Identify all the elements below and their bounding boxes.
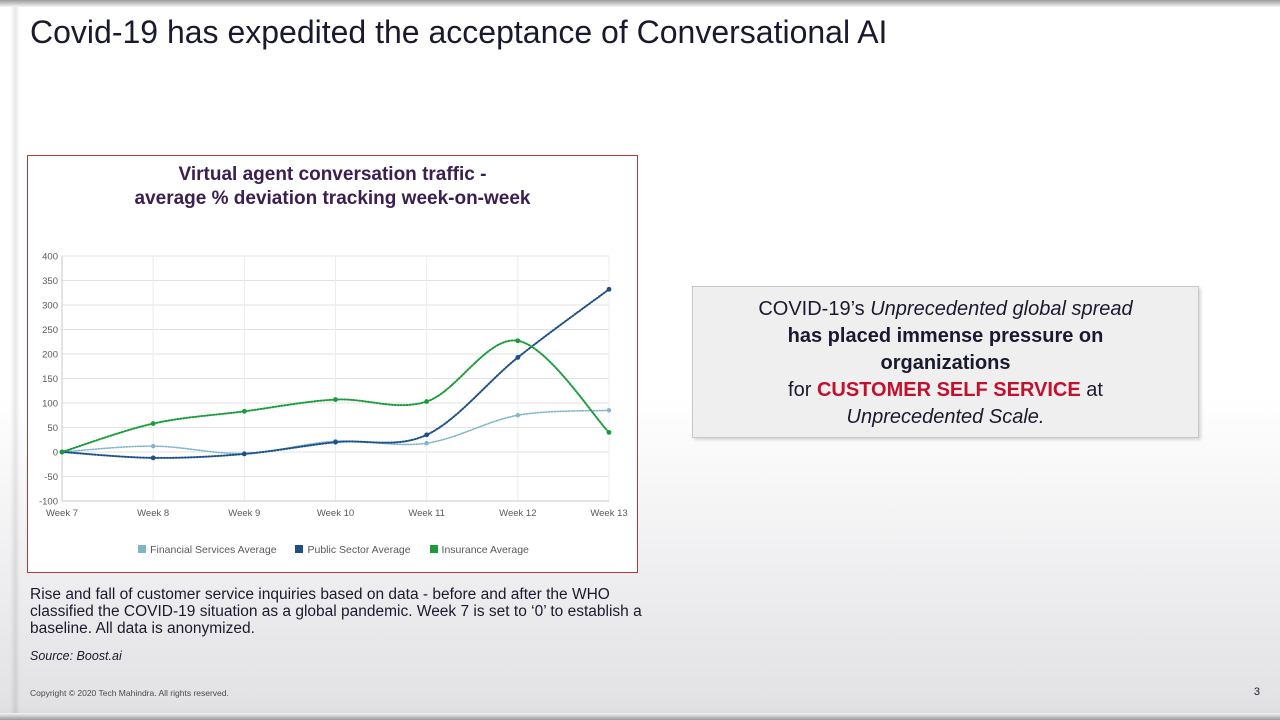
svg-text:150: 150	[42, 374, 58, 385]
svg-text:Week 8: Week 8	[137, 508, 169, 519]
svg-text:300: 300	[42, 301, 58, 312]
svg-text:Week 12: Week 12	[499, 508, 536, 519]
svg-text:250: 250	[42, 325, 58, 336]
svg-text:-50: -50	[44, 472, 58, 483]
svg-text:Week 13: Week 13	[590, 508, 627, 519]
svg-text:200: 200	[42, 350, 58, 361]
svg-text:Week 10: Week 10	[317, 508, 354, 519]
svg-text:-100: -100	[39, 497, 58, 508]
svg-text:400: 400	[42, 252, 58, 263]
svg-text:Week 9: Week 9	[228, 508, 260, 519]
svg-text:350: 350	[42, 276, 58, 287]
svg-text:0: 0	[53, 448, 58, 459]
svg-text:50: 50	[47, 423, 58, 434]
svg-text:Week 11: Week 11	[408, 508, 445, 519]
svg-text:Week 7: Week 7	[46, 508, 78, 519]
svg-text:100: 100	[42, 399, 58, 410]
